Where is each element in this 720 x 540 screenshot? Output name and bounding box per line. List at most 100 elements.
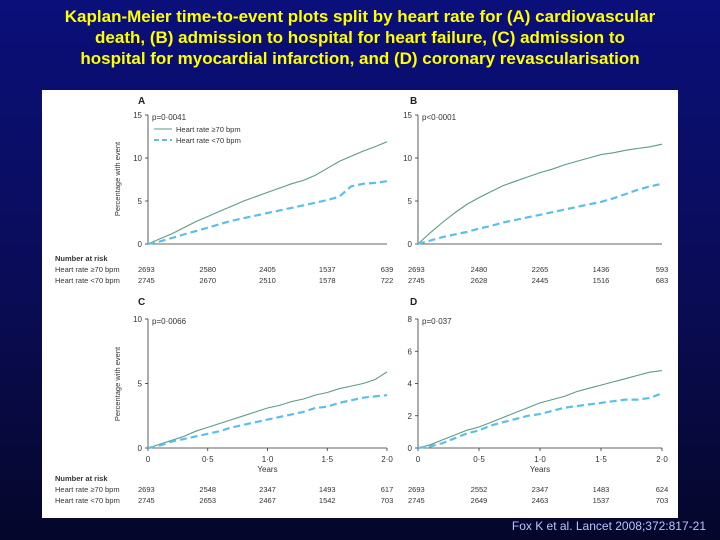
y-tick-label: 5	[408, 197, 413, 206]
y-tick-label: 6	[408, 347, 413, 356]
risk-number: 2347	[532, 485, 549, 494]
series-line-low-hr	[147, 394, 388, 450]
risk-number: 2693	[408, 485, 425, 494]
risk-number: 593	[656, 265, 669, 274]
risk-number: 1493	[319, 485, 336, 494]
risk-number: 703	[381, 496, 394, 505]
risk-number: 2467	[259, 496, 276, 505]
risk-number: 2745	[138, 276, 155, 285]
panel-d: D 0 2 4 6 8 0 0·5 1·0 1·5 2·0 Years p=0·037 2693 2552 2…	[408, 297, 669, 505]
risk-number: 2480	[471, 265, 488, 274]
risk-number: 1537	[319, 265, 336, 274]
risk-number: 2405	[259, 265, 276, 274]
y-tick-label: 15	[133, 111, 142, 120]
risk-number: 2347	[259, 485, 276, 494]
risk-number: 2693	[138, 265, 155, 274]
y-tick-label: 0	[408, 444, 413, 453]
x-tick-label: 0	[146, 455, 151, 464]
x-axis-label: Years	[530, 465, 550, 474]
risk-number: 617	[381, 485, 394, 494]
x-tick-label: 2·0	[656, 455, 668, 464]
x-tick-label: 1·5	[321, 455, 333, 464]
y-tick-label: 15	[403, 111, 412, 120]
slide-title: Kaplan-Meier time-to-event plots split b…	[0, 6, 720, 69]
risk-number: 683	[656, 276, 669, 285]
series-line-high-hr	[147, 371, 388, 449]
kaplan-meier-figure: A 0 5 10 15 Percentage with event p=0·0041 Hear…	[55, 96, 669, 505]
panel-label: B	[410, 96, 417, 107]
title-line: Kaplan-Meier time-to-event plots split b…	[64, 7, 656, 26]
x-tick-label: 0·5	[202, 455, 214, 464]
risk-number: 2463	[532, 496, 549, 505]
risk-number: 1436	[593, 265, 610, 274]
panel-b: B 0 5 10 15 p<0·0001 2693 2480 2265 1436 593 2745 26…	[403, 96, 668, 285]
panel-label: C	[138, 297, 145, 308]
risk-number: 1542	[319, 496, 336, 505]
title-line: hospital for myocardial infarction, and …	[80, 49, 640, 68]
y-tick-label: 10	[133, 315, 142, 324]
x-tick-label: 1·5	[595, 455, 607, 464]
y-tick-label: 5	[138, 380, 143, 389]
y-axis-label: Percentage with event	[113, 141, 122, 216]
number-at-risk-label: Number at risk	[55, 474, 108, 483]
x-axis-label: Years	[257, 465, 277, 474]
risk-number: 2653	[199, 496, 216, 505]
risk-number: 2510	[259, 276, 276, 285]
y-tick-label: 5	[138, 197, 143, 206]
y-axis-label: Percentage with event	[113, 346, 122, 421]
p-value: p=0·0041	[152, 113, 187, 122]
series-line-high-hr	[417, 143, 663, 245]
panel-c: C 0 5 10 0 0·5 1·0 1·5 2·0 Years Percentage with e…	[55, 297, 393, 505]
x-tick-label: 2·0	[381, 455, 393, 464]
p-value: p=0·0066	[152, 317, 187, 326]
title-line: death, (B) admission to hospital for hea…	[95, 28, 625, 47]
risk-number: 2693	[138, 485, 155, 494]
risk-number: 1537	[593, 496, 610, 505]
risk-row-label: Heart rate ≥70 bpm	[55, 485, 120, 494]
series-line-low-hr	[417, 392, 663, 450]
p-value: p<0·0001	[422, 113, 457, 122]
risk-number: 2745	[408, 496, 425, 505]
risk-number: 2745	[138, 496, 155, 505]
risk-number: 2693	[408, 265, 425, 274]
risk-number: 2745	[408, 276, 425, 285]
risk-number: 2628	[471, 276, 488, 285]
y-tick-label: 0	[138, 444, 143, 453]
y-tick-label: 4	[408, 380, 413, 389]
risk-number: 2552	[471, 485, 488, 494]
y-tick-label: 10	[133, 154, 142, 163]
x-tick-label: 1·0	[262, 455, 274, 464]
risk-number: 1516	[593, 276, 610, 285]
series-line-low-hr	[417, 182, 663, 246]
legend-label: Heart rate ≥70 bpm	[176, 125, 241, 134]
y-tick-label: 2	[408, 412, 413, 421]
x-tick-label: 0	[416, 455, 421, 464]
figure-panel: A 0 5 10 15 Percentage with event p=0·0041 Hear…	[42, 90, 678, 518]
y-tick-label: 10	[403, 154, 412, 163]
risk-number: 2580	[199, 265, 216, 274]
x-tick-label: 0·5	[473, 455, 485, 464]
risk-number: 2548	[199, 485, 216, 494]
risk-number: 2670	[199, 276, 216, 285]
y-tick-label: 0	[138, 240, 143, 249]
y-tick-label: 0	[408, 240, 413, 249]
risk-number: 2445	[532, 276, 549, 285]
panel-label: D	[410, 297, 417, 308]
legend-label: Heart rate <70 bpm	[176, 136, 241, 145]
risk-number: 2649	[471, 496, 488, 505]
number-at-risk-label: Number at risk	[55, 254, 108, 263]
y-tick-label: 8	[408, 315, 413, 324]
risk-number: 1483	[593, 485, 610, 494]
risk-number: 2265	[532, 265, 549, 274]
citation: Fox K et al. Lancet 2008;372:817-21	[511, 519, 706, 533]
series-line-low-hr	[147, 180, 388, 246]
panel-a: A 0 5 10 15 Percentage with event p=0·0041 Hear…	[55, 96, 393, 285]
series-line-high-hr	[147, 141, 388, 245]
x-tick-label: 1·0	[534, 455, 546, 464]
panel-label: A	[138, 96, 145, 107]
risk-number: 703	[656, 496, 669, 505]
risk-number: 639	[381, 265, 394, 274]
risk-number: 722	[381, 276, 394, 285]
series-line-high-hr	[417, 370, 663, 449]
risk-row-label: Heart rate ≥70 bpm	[55, 265, 120, 274]
